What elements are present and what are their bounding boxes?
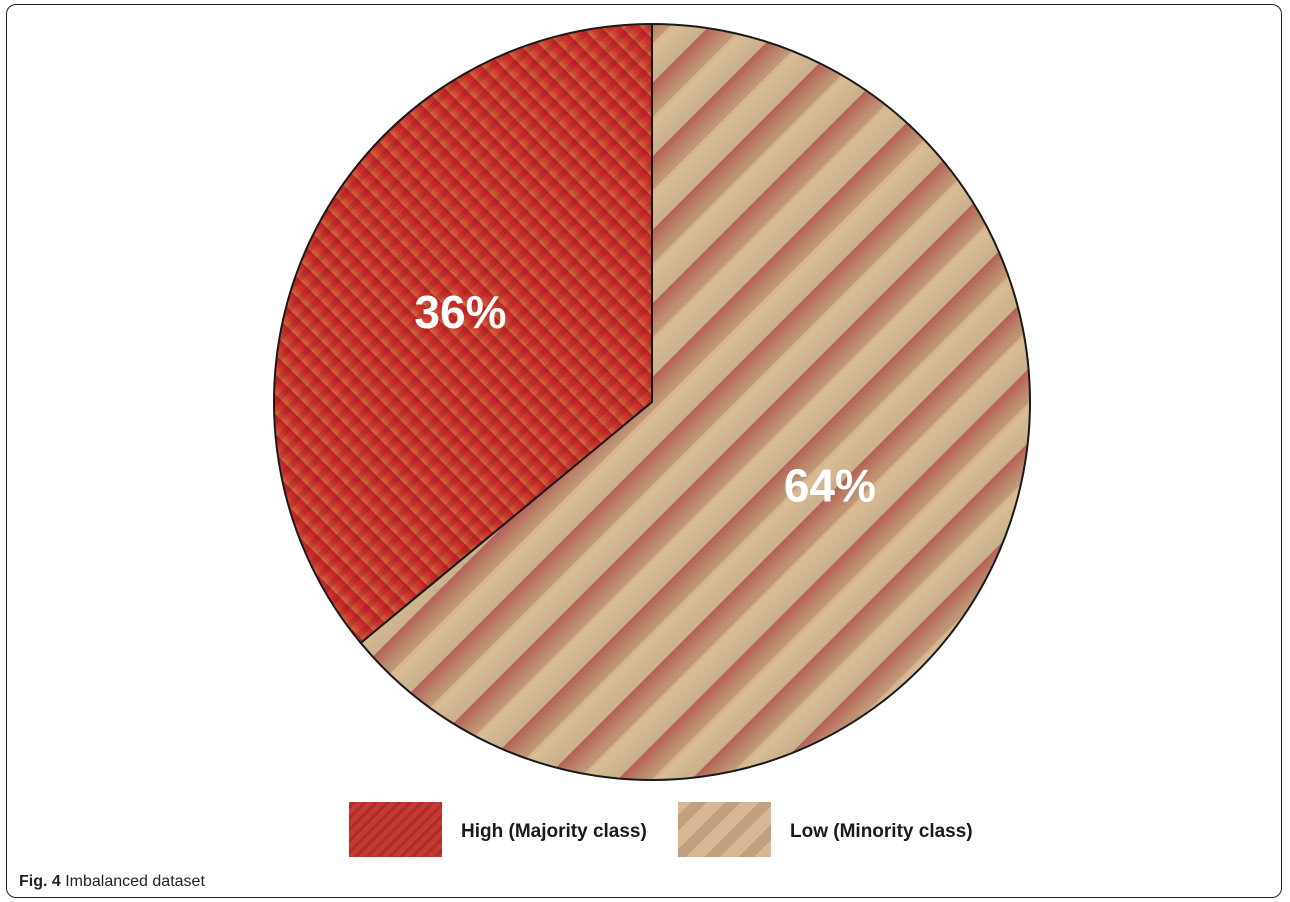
figure-label: Fig. 4: [19, 873, 61, 890]
pie-slice-high: [273, 22, 653, 645]
pie-slice-labels: 36% 64%: [414, 286, 875, 512]
legend: High (Majority class) Low (Minority clas…: [349, 802, 973, 857]
pie-slices: [273, 22, 1031, 781]
figure-caption-text: Imbalanced dataset: [65, 873, 205, 890]
slice-label-high: 36%: [414, 286, 506, 338]
slice-label-low: 64%: [784, 460, 876, 512]
legend-swatch-high: [349, 802, 442, 857]
legend-label-high: High (Majority class): [461, 821, 647, 842]
legend-label-low: Low (Minority class): [790, 821, 973, 842]
figure-caption: Fig. 4 Imbalanced dataset: [19, 873, 205, 891]
pie-slice-low: [359, 22, 1031, 781]
legend-swatch-low: [678, 802, 771, 857]
